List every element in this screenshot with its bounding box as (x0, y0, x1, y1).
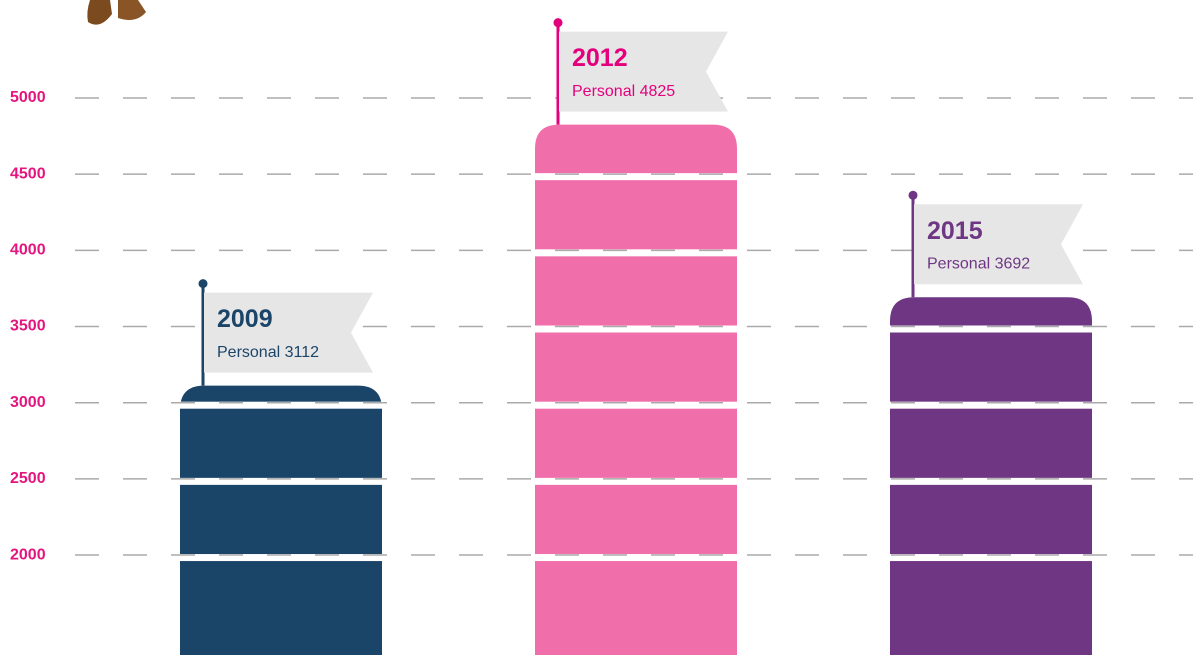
y-tick-label: 3000 (10, 394, 46, 411)
y-tick-label: 4500 (10, 165, 46, 182)
boots-icon (87, 0, 146, 25)
value-label: Personal 3112 (217, 344, 319, 361)
chart: 2000 2500 3000 3500 4000 4500 5000 2009 Personal… (0, 0, 1193, 655)
value-label: Personal 4825 (572, 83, 675, 100)
flag-dot (199, 279, 208, 288)
category-label: 2009 (217, 305, 273, 333)
bar (180, 386, 382, 655)
y-tick-label: 2500 (10, 470, 46, 487)
flag-dot (909, 191, 918, 200)
y-tick-label: 3500 (10, 318, 46, 335)
y-tick-label: 4000 (10, 242, 46, 259)
bar (535, 125, 737, 655)
y-tick-label: 2000 (10, 546, 46, 563)
category-label: 2012 (572, 44, 628, 72)
bar (890, 297, 1092, 655)
flag-dot (554, 18, 563, 27)
y-tick-label: 5000 (10, 89, 46, 106)
category-label: 2015 (927, 217, 983, 245)
value-label: Personal 3692 (927, 255, 1030, 272)
